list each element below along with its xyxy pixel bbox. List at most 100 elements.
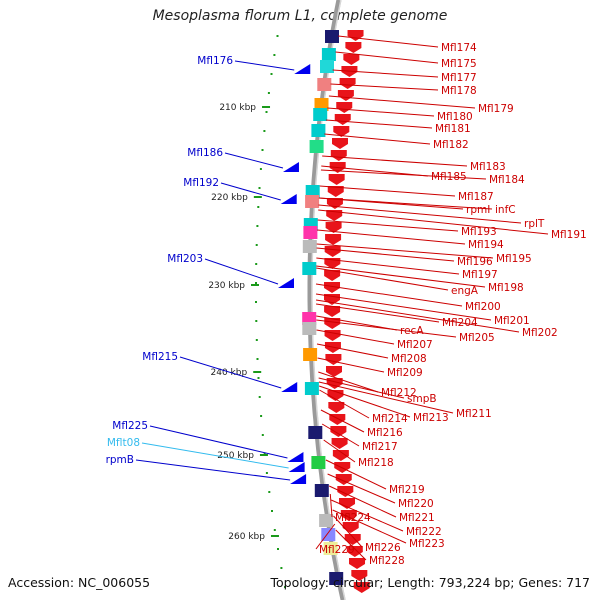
- left-gene-label[interactable]: Mfl176: [197, 55, 233, 67]
- right-label-leader: [318, 385, 411, 418]
- right-label-leader: [319, 185, 456, 197]
- right-label-leader: [317, 357, 385, 373]
- scale-dot: [256, 358, 259, 360]
- right-gene-label[interactable]: Mfl226: [365, 542, 401, 554]
- right-gene-label[interactable]: Mfl229: [319, 544, 355, 556]
- right-gene-label[interactable]: Mfl213: [413, 412, 449, 424]
- forward-gene-arrow: [332, 450, 349, 461]
- right-gene-label[interactable]: Mfl218: [358, 457, 394, 469]
- right-label-leader: [328, 485, 397, 518]
- right-gene-label[interactable]: Mfl221: [399, 512, 435, 524]
- scale-dot: [267, 92, 270, 94]
- right-gene-label[interactable]: infC: [495, 204, 516, 216]
- left-label-leader: [204, 258, 279, 285]
- cog-block: [305, 185, 320, 198]
- right-label-leader: [315, 283, 463, 307]
- scale-dot: [277, 548, 279, 550]
- right-gene-label[interactable]: Mfl196: [457, 256, 493, 268]
- forward-gene-arrow: [324, 270, 341, 281]
- scale-dot: [257, 377, 260, 379]
- right-gene-label[interactable]: Mfl212: [381, 387, 417, 399]
- left-gene-label[interactable]: Mfl192: [183, 177, 219, 189]
- right-gene-label[interactable]: Mfl177: [441, 72, 477, 84]
- cog-track: [302, 30, 344, 585]
- right-gene-label[interactable]: Mfl223: [409, 538, 445, 550]
- right-label-leader: [316, 315, 398, 331]
- right-label-leader: [323, 439, 356, 463]
- right-gene-label[interactable]: Mfl183: [470, 161, 506, 173]
- left-gene-label[interactable]: Mfl225: [112, 420, 148, 432]
- right-gene-label[interactable]: Mfl202: [522, 327, 558, 339]
- right-gene-label[interactable]: Mfl220: [398, 498, 434, 510]
- right-gene-label[interactable]: rplT: [524, 218, 545, 230]
- kbp-tick-label: 250 kbp: [217, 451, 254, 461]
- kbp-tick-label: 240 kbp: [211, 368, 248, 378]
- forward-gene-arrow: [337, 486, 354, 497]
- right-label-leader: [335, 51, 439, 64]
- right-gene-label[interactable]: Mfl175: [441, 58, 477, 70]
- forward-gene-arrow: [327, 186, 344, 197]
- forward-gene-arrow: [325, 354, 342, 365]
- cog-block: [329, 572, 344, 585]
- right-gene-label[interactable]: Mfl184: [489, 174, 525, 186]
- right-gene-label[interactable]: Mfl178: [441, 85, 477, 97]
- right-gene-label[interactable]: Mfl216: [367, 427, 403, 439]
- right-label-leader: [320, 169, 487, 180]
- right-gene-label[interactable]: Mfl228: [369, 555, 405, 567]
- right-gene-label[interactable]: Mfl180: [437, 111, 473, 123]
- right-gene-label[interactable]: Mfl200: [465, 301, 501, 313]
- right-gene-label[interactable]: Mfl195: [496, 253, 532, 265]
- right-gene-label[interactable]: Mfl197: [462, 269, 498, 281]
- right-gene-label[interactable]: Mfl179: [478, 103, 514, 115]
- right-gene-label[interactable]: Mfl209: [387, 367, 423, 379]
- right-gene-label[interactable]: Mfl194: [468, 239, 504, 251]
- right-gene-label[interactable]: Mfl201: [494, 315, 530, 327]
- scale-dot: [255, 339, 258, 341]
- forward-gene-arrow: [328, 174, 345, 185]
- right-gene-label[interactable]: rpmI: [466, 204, 490, 216]
- right-label-leader: [315, 293, 492, 321]
- left-gene-label[interactable]: Mfl203: [167, 253, 203, 265]
- right-label-leader: [315, 303, 440, 323]
- right-gene-label[interactable]: Mfl182: [433, 139, 469, 151]
- right-gene-label[interactable]: Mfl222: [406, 526, 442, 538]
- right-gene-label[interactable]: engA: [451, 285, 479, 297]
- right-gene-label[interactable]: recA: [400, 325, 424, 337]
- forward-gene-arrow: [325, 222, 342, 233]
- right-gene-label[interactable]: Mfl208: [391, 353, 427, 365]
- right-gene-label[interactable]: Mfl193: [461, 226, 497, 238]
- right-gene-label[interactable]: Mfl211: [456, 408, 492, 420]
- right-gene-label[interactable]: Mfl207: [397, 339, 433, 351]
- reverse-gene-arrow: [281, 382, 298, 392]
- right-gene-label[interactable]: Mfl198: [488, 282, 524, 294]
- map-title: Mesoplasma florum L1, complete genome: [152, 8, 448, 24]
- cog-block: [302, 322, 317, 335]
- scale-dot: [255, 301, 257, 303]
- right-gene-label[interactable]: Mfl217: [362, 441, 398, 453]
- forward-gene-arrow: [330, 150, 347, 161]
- right-gene-label[interactable]: smpB: [407, 393, 437, 405]
- left-gene-label[interactable]: rpmB: [106, 454, 134, 466]
- right-gene-label[interactable]: Mfl174: [441, 42, 477, 54]
- scale-dot: [260, 415, 263, 417]
- scale-dot: [259, 168, 262, 170]
- right-gene-label[interactable]: Mfl214: [372, 413, 408, 425]
- left-label-leader: [234, 60, 295, 71]
- right-gene-label[interactable]: Mfl205: [459, 332, 495, 344]
- left-label-leader: [141, 442, 289, 469]
- left-gene-label[interactable]: Mflt08: [107, 437, 140, 449]
- right-label-leader: [316, 243, 494, 259]
- right-gene-label[interactable]: Mfl219: [389, 484, 425, 496]
- forward-gene-arrow: [337, 90, 354, 101]
- right-gene-label[interactable]: Mfl187: [458, 191, 494, 203]
- scale-dot: [270, 73, 273, 75]
- left-gene-label[interactable]: Mfl215: [142, 351, 178, 363]
- right-gene-label[interactable]: Mfl191: [551, 229, 587, 241]
- right-label-leader: [325, 459, 387, 490]
- scale-dot: [261, 434, 264, 436]
- right-gene-label[interactable]: Mfl181: [435, 123, 471, 135]
- left-gene-label[interactable]: Mfl186: [187, 147, 223, 159]
- forward-gene-arrow: [334, 114, 351, 125]
- cog-block: [314, 484, 329, 497]
